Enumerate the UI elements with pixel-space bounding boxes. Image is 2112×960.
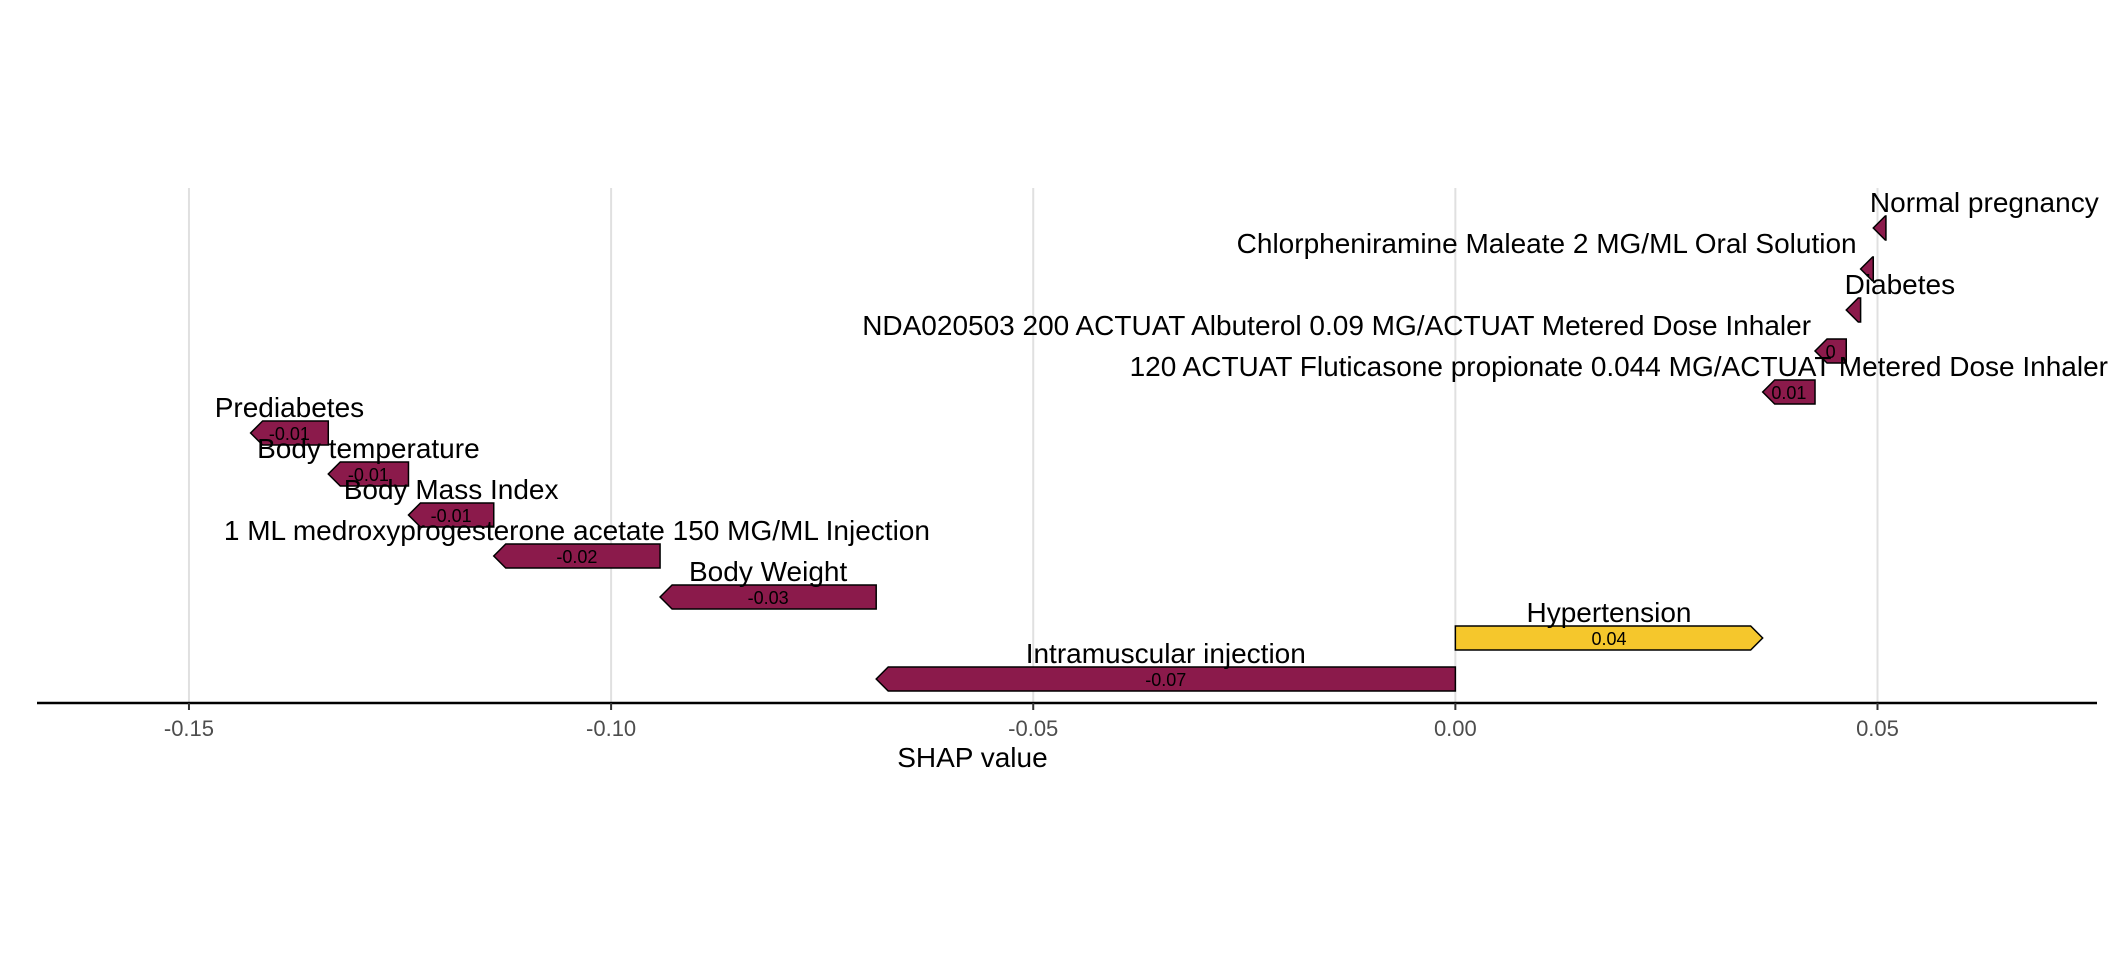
feature-label: Intramuscular injection (1026, 638, 1306, 669)
feature-label: Body Mass Index (344, 474, 559, 505)
bar-3 (492, 543, 661, 569)
feature-label: Diabetes (1845, 269, 1956, 300)
feature-label: 120 ACTUAT Fluticasone propionate 0.044 … (1130, 351, 2108, 382)
bar-value-label: -0.01 (348, 465, 389, 485)
x-tick-label: 0.00 (1434, 716, 1477, 741)
bar-value-label: -0.01 (431, 506, 472, 526)
bar-value-label: -0.03 (748, 588, 789, 608)
bar-7 (1761, 379, 1816, 405)
bar-2 (659, 584, 877, 610)
bar-8 (1813, 338, 1848, 364)
bar-value-label: -0.07 (1145, 670, 1186, 690)
feature-label: 1 ML medroxyprogesterone acetate 150 MG/… (224, 515, 930, 546)
grid-lines (187, 188, 1879, 703)
bar-4 (407, 502, 495, 528)
feature-label: NDA020503 200 ACTUAT Albuterol 0.09 MG/A… (862, 310, 1811, 341)
feature-label: Normal pregnancy (1870, 187, 2099, 218)
x-tick-label: 0.05 (1856, 716, 1899, 741)
bar-value-label: 0 (1826, 342, 1836, 362)
bar-6 (249, 420, 330, 446)
bar-1 (1454, 625, 1764, 651)
x-tick-label: -0.05 (1008, 716, 1058, 741)
feature-label: Prediabetes (215, 392, 364, 423)
bars (249, 215, 1887, 692)
bar-5 (327, 461, 410, 487)
x-tick-label: -0.15 (164, 716, 214, 741)
bar-value-label: -0.01 (269, 424, 310, 444)
feature-label: Hypertension (1527, 597, 1692, 628)
x-tick-label: -0.10 (586, 716, 636, 741)
x-axis-ticks: -0.15 -0.10 -0.05 0.00 0.05 (164, 703, 1899, 741)
bar-0 (875, 666, 1457, 692)
bar-value-label: -0.02 (556, 547, 597, 567)
bar-11 (1872, 215, 1887, 241)
feature-label: Chlorpheniramine Maleate 2 MG/ML Oral So… (1237, 228, 1857, 259)
x-axis-title: SHAP value (897, 742, 1047, 773)
feature-label: Body Weight (689, 556, 847, 587)
bar-9 (1845, 297, 1862, 323)
bar-value-label: 0.01 (1771, 383, 1806, 403)
bar-value-label: 0.04 (1591, 629, 1626, 649)
bar-10 (1859, 256, 1875, 282)
feature-label: Body temperature (257, 433, 480, 464)
